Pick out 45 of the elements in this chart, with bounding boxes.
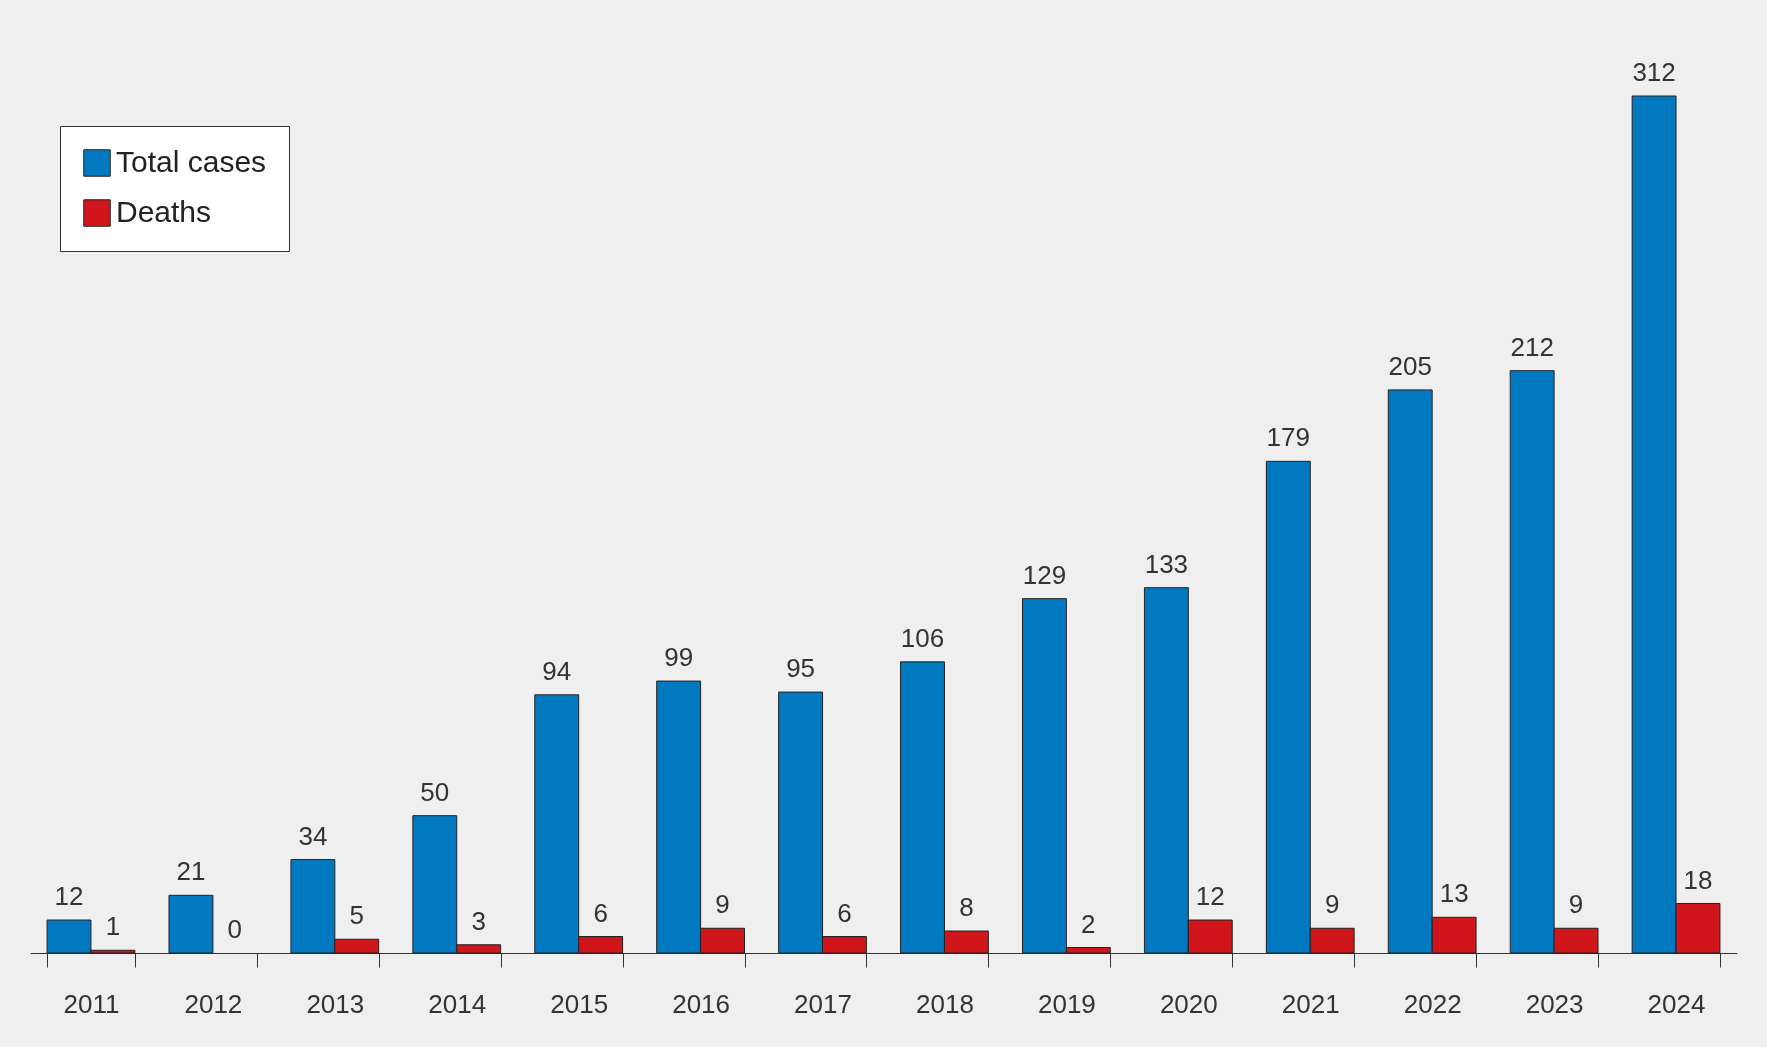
bar xyxy=(168,894,214,954)
x-tick-label: 2021 xyxy=(1281,988,1340,1019)
x-tick-label: 2016 xyxy=(672,988,731,1019)
data-label: 106 xyxy=(900,622,945,653)
x-tick-label: 2023 xyxy=(1525,988,1584,1019)
data-label: 9 xyxy=(1324,889,1340,920)
data-label: 9 xyxy=(715,889,730,920)
legend-label: Deaths xyxy=(116,195,212,228)
data-label: 1 xyxy=(105,911,121,942)
data-label: 8 xyxy=(959,892,974,923)
data-label: 94 xyxy=(542,655,572,686)
data-label: 6 xyxy=(837,897,852,928)
data-label: 12 xyxy=(54,881,84,912)
x-tick-label: 2012 xyxy=(184,988,243,1019)
data-label: 50 xyxy=(420,776,450,807)
data-label: 3 xyxy=(471,905,486,936)
data-label: 99 xyxy=(664,642,694,673)
data-label: 95 xyxy=(786,653,816,684)
data-label: 312 xyxy=(1632,57,1676,87)
x-tick-label: 2014 xyxy=(428,988,487,1019)
data-label: 13 xyxy=(1439,878,1469,909)
x-tick-label: 2022 xyxy=(1403,988,1462,1019)
x-tick-label: 2020 xyxy=(1159,988,1218,1019)
data-label: 5 xyxy=(349,900,364,931)
data-label: 9 xyxy=(1568,889,1584,920)
legend-label: Total cases xyxy=(116,145,267,178)
data-label: 21 xyxy=(176,856,206,887)
data-label: 12 xyxy=(1195,881,1225,912)
data-label: 2 xyxy=(1081,908,1096,939)
data-label: 129 xyxy=(1022,559,1067,590)
data-label: 6 xyxy=(593,897,608,928)
x-tick-label: 2018 xyxy=(916,988,974,1019)
data-label: 18 xyxy=(1683,864,1713,895)
x-tick-label: 2013 xyxy=(306,988,365,1019)
data-label: 205 xyxy=(1388,350,1432,381)
x-tick-label: 2024 xyxy=(1647,988,1706,1019)
data-label: 34 xyxy=(298,820,328,851)
x-tick-label: 2017 xyxy=(794,988,852,1019)
x-tick-label: 2019 xyxy=(1037,988,1096,1019)
data-label: 179 xyxy=(1266,422,1310,453)
data-label: 133 xyxy=(1144,548,1189,579)
data-label: 212 xyxy=(1510,331,1554,362)
data-label: 0 xyxy=(227,914,243,944)
x-tick-label: 2015 xyxy=(550,988,609,1019)
x-tick-label: 2011 xyxy=(63,988,120,1019)
